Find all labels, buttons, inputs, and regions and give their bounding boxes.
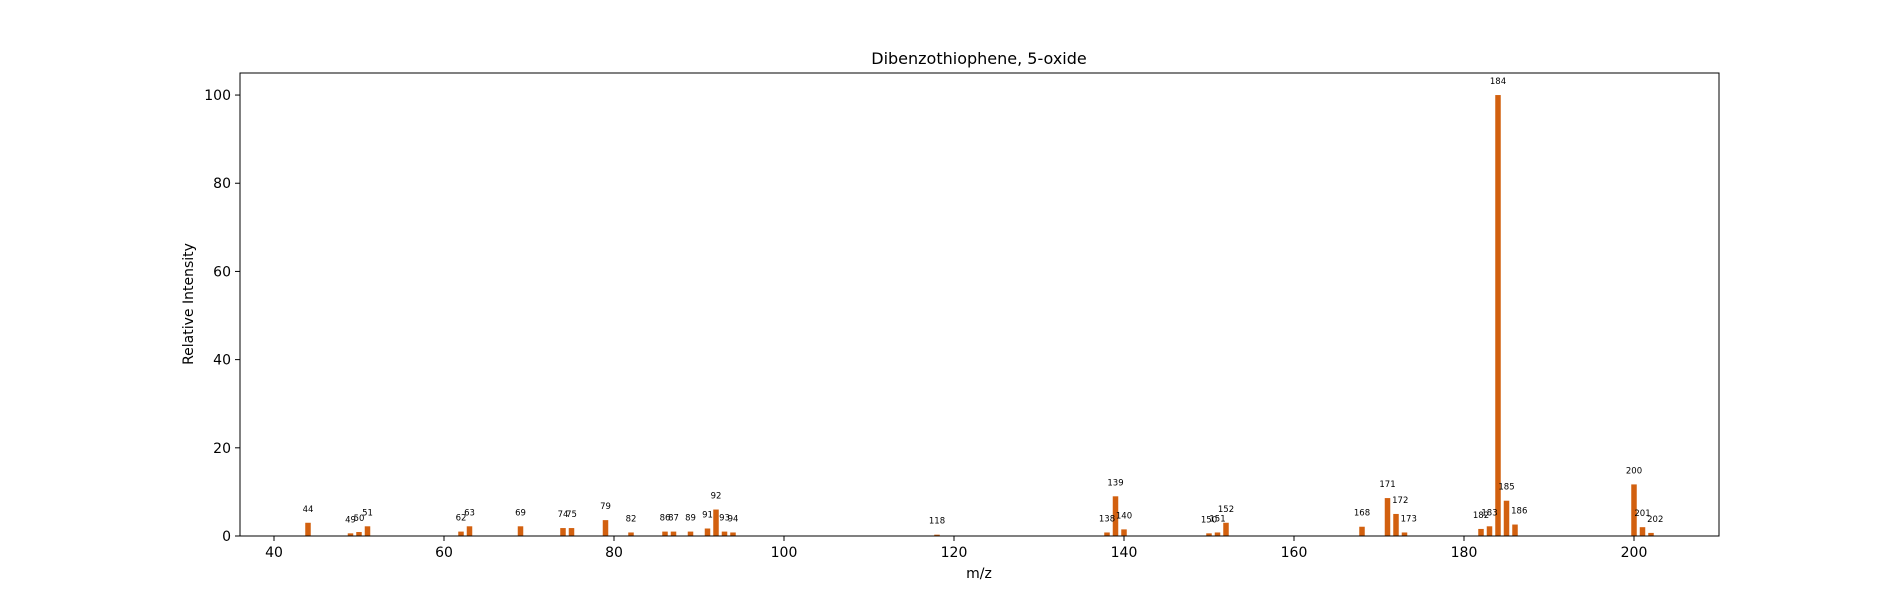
bar-mz-94 [730,532,736,536]
x-tick-label-140: 140 [1111,545,1138,561]
bar-label-89: 89 [685,514,696,524]
bar-label-69: 69 [515,508,526,518]
bar-label-50: 50 [354,514,365,524]
bar-mz-200 [1631,484,1637,536]
y-tick-label-60: 60 [213,264,231,280]
bar-mz-86 [662,531,668,536]
bar-label-49: 49 [345,515,356,525]
bar-mz-63 [466,526,473,536]
bar-mz-168 [1359,526,1365,536]
bar-label-79: 79 [600,502,611,512]
chart-title: Dibenzothiophene, 5-oxide [871,49,1087,68]
bar-label-82: 82 [626,514,637,524]
y-tick-label-80: 80 [213,176,231,192]
bar-label-92: 92 [711,492,722,502]
bar-mz-138 [1104,532,1110,536]
bar-mz-152 [1223,522,1229,536]
bar-mz-171 [1384,498,1391,536]
bar-mz-75 [568,528,575,536]
bar-label-184: 184 [1490,77,1506,87]
bar-mz-79 [602,520,609,536]
bar-label-186: 186 [1511,507,1527,517]
plot-frame [239,72,1720,537]
bar-mz-140 [1121,529,1127,536]
bar-label-94: 94 [728,514,739,524]
bar-mz-172 [1393,513,1399,536]
bar-label-44: 44 [303,505,314,515]
bar-label-185: 185 [1498,483,1514,493]
bar-mz-49 [347,533,354,536]
x-tick-label-180: 180 [1451,545,1478,561]
bar-mz-183 [1486,526,1493,536]
bar-label-168: 168 [1354,509,1370,519]
bar-mz-82 [628,532,634,536]
bar-label-173: 173 [1401,514,1417,524]
y-tick-label-100: 100 [204,88,231,104]
bar-label-171: 171 [1379,480,1395,490]
bar-label-86: 86 [660,514,671,524]
bar-mz-74 [560,528,566,536]
bar-label-150: 150 [1201,515,1217,525]
bar-mz-92 [713,509,719,536]
bar-mz-201 [1639,527,1646,536]
bar-label-183: 183 [1481,508,1497,518]
bar-mz-150 [1206,533,1212,536]
x-tick-label-120: 120 [941,545,968,561]
bar-mz-139 [1112,496,1119,536]
bar-label-182: 182 [1473,511,1489,521]
bar-label-138: 138 [1099,514,1115,524]
bar-label-172: 172 [1392,496,1408,506]
bar-mz-202 [1648,532,1654,536]
bar-label-118: 118 [929,517,945,527]
bars-group [305,95,1654,537]
x-tick-label-160: 160 [1281,545,1308,561]
x-tick-label-100: 100 [771,545,798,561]
bar-label-201: 201 [1634,509,1650,519]
bar-mz-185 [1503,500,1510,536]
bar-mz-69 [517,526,524,536]
y-axis-label: Relative Intensity [181,243,197,365]
bar-label-74: 74 [558,510,569,520]
y-ticks-group: 0 20 40 60 80 100 [204,88,240,545]
bar-label-75: 75 [566,510,577,520]
bar-mz-186 [1512,524,1518,536]
bar-mz-182 [1478,528,1484,536]
bar-label-62: 62 [456,514,467,524]
x-tick-label-40: 40 [265,545,283,561]
x-axis-label: m/z [966,566,992,582]
bar-label-63: 63 [464,508,475,518]
x-tick-label-200: 200 [1621,545,1648,561]
bar-label-200: 200 [1626,466,1642,476]
y-tick-label-20: 20 [213,441,231,457]
bar-mz-184 [1495,95,1501,537]
x-tick-label-60: 60 [435,545,453,561]
bar-mz-151 [1214,532,1221,536]
y-tick-label-0: 0 [222,529,231,545]
bar-label-87: 87 [668,514,679,524]
bar-mz-44 [305,522,311,536]
bar-label-93: 93 [719,514,730,524]
bar-mz-50 [356,532,362,536]
bar-mz-51 [364,526,371,536]
bar-label-91: 91 [702,511,713,521]
bar-mz-173 [1401,532,1408,536]
bar-label-140: 140 [1116,511,1132,521]
bar-mz-87 [670,531,677,536]
x-tick-label-80: 80 [605,545,623,561]
bar-label-202: 202 [1647,515,1663,525]
x-ticks-group: 40 60 80 100 120 140 160 180 200 [265,536,1647,561]
bar-mz-93 [721,531,728,536]
bar-label-139: 139 [1107,478,1123,488]
y-tick-label-40: 40 [213,353,231,369]
bar-mz-91 [704,528,711,536]
bar-label-51: 51 [362,508,373,518]
bar-mz-89 [687,531,694,536]
bar-label-152: 152 [1218,505,1234,515]
bar-mz-118 [934,534,940,536]
bar-label-151: 151 [1209,514,1225,524]
bar-mz-62 [458,531,464,536]
